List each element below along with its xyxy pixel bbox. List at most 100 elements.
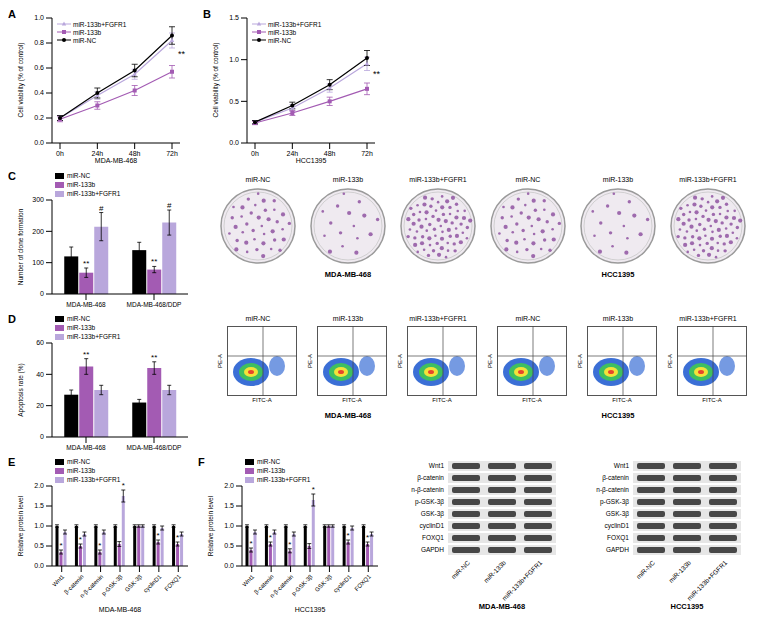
html-text:MDA-MB-468: MDA-MB-468 <box>324 270 372 279</box>
svg-text:2.0: 2.0 <box>224 482 234 489</box>
svg-text:GSK-3β: GSK-3β <box>124 573 144 593</box>
svg-text:1.0: 1.0 <box>229 56 239 63</box>
svg-text:cyclinD1: cyclinD1 <box>142 573 163 594</box>
svg-text:0.5: 0.5 <box>34 542 44 549</box>
svg-text:*: * <box>122 481 125 490</box>
svg-text:**: ** <box>83 350 89 359</box>
svg-text:100: 100 <box>32 259 44 266</box>
html-text:Number of clone formation: Number of clone formation <box>16 208 24 286</box>
html-text:Cell viability (% of control): Cell viability (% of control) <box>16 42 24 118</box>
html-text:Apoptosis rate (%): Apoptosis rate (%) <box>16 363 24 417</box>
html-text:miR-133b+FGFR1: miR-133b+FGFR1 <box>685 559 728 602</box>
html-text:Cell viability (% of control): Cell viability (% of control) <box>211 42 219 118</box>
html-text:miR-NC: miR-NC <box>449 559 471 581</box>
svg-text:**: ** <box>83 259 89 268</box>
svg-text:p-GSK-3β: p-GSK-3β <box>101 573 125 597</box>
svg-text:48h: 48h <box>324 150 336 157</box>
svg-text:MDA-MB-468: MDA-MB-468 <box>66 444 106 451</box>
svg-text:0.5: 0.5 <box>224 542 234 549</box>
svg-text:1.0: 1.0 <box>34 522 44 529</box>
svg-text:1.0: 1.0 <box>224 522 234 529</box>
svg-text:2.0: 2.0 <box>34 482 44 489</box>
svg-text:*: * <box>176 533 179 542</box>
html-text:HCC1395: HCC1395 <box>670 602 704 611</box>
svg-text:GSK-3β: GSK-3β <box>314 573 334 593</box>
svg-text:*: * <box>366 533 369 542</box>
html-text:miR-NC: miR-NC <box>268 36 292 44</box>
html-text:miR-133b+FGFR1: miR-133b+FGFR1 <box>268 20 322 28</box>
svg-text:1.5: 1.5 <box>229 14 239 21</box>
svg-text:200: 200 <box>32 228 44 235</box>
svg-text:β-catenin: β-catenin <box>63 573 85 596</box>
html-text:C: C <box>8 170 16 182</box>
svg-text:**: ** <box>178 49 186 59</box>
html-text:D: D <box>8 313 16 325</box>
svg-text:p-GSK-3β: p-GSK-3β <box>291 573 315 597</box>
svg-text:*: * <box>59 541 62 550</box>
html-text:miR-133b: miR-133b <box>268 28 297 36</box>
svg-text:FOXQ1: FOXQ1 <box>163 573 182 592</box>
svg-text:*: * <box>288 540 291 549</box>
svg-text:β-catenin: β-catenin <box>253 573 275 596</box>
html-text:miR-133b: miR-133b <box>73 28 102 36</box>
html-text:miR-133b: miR-133b <box>667 559 692 584</box>
svg-text:72h: 72h <box>166 150 178 157</box>
html-text:miR-NC: miR-NC <box>73 36 97 44</box>
svg-text:**: ** <box>151 353 157 362</box>
html-text:miR-NC: miR-NC <box>634 559 656 581</box>
svg-text:0.0: 0.0 <box>34 139 44 146</box>
svg-text:*: * <box>98 541 101 550</box>
svg-text:*: * <box>347 531 350 540</box>
svg-text:0.0: 0.0 <box>224 562 234 569</box>
svg-text:1.5: 1.5 <box>224 502 234 509</box>
svg-text:*: * <box>79 535 82 544</box>
html-text:MDA-MB-468: MDA-MB-468 <box>478 602 526 611</box>
svg-text:#: # <box>99 204 104 213</box>
svg-text:*: * <box>157 531 160 540</box>
svg-text:1.0: 1.0 <box>34 14 44 21</box>
html-text:HCC1395: HCC1395 <box>601 411 635 420</box>
svg-text:0h: 0h <box>251 150 259 157</box>
svg-text:Wnt1: Wnt1 <box>51 573 66 588</box>
svg-text:0.6: 0.6 <box>34 64 44 71</box>
svg-text:FOXQ1: FOXQ1 <box>353 573 372 592</box>
svg-text:#: # <box>167 201 172 210</box>
html-text:MDA-MB-468: MDA-MB-468 <box>324 411 372 420</box>
svg-text:60: 60 <box>36 339 44 346</box>
svg-text:20: 20 <box>36 402 44 409</box>
svg-text:0.2: 0.2 <box>34 114 44 121</box>
svg-text:*: * <box>269 533 272 542</box>
svg-text:MDA-MB-468/DDP: MDA-MB-468/DDP <box>127 444 182 451</box>
svg-text:0.0: 0.0 <box>229 139 239 146</box>
svg-text:**: ** <box>373 69 381 79</box>
svg-text:Wnt1: Wnt1 <box>241 573 256 588</box>
svg-text:0: 0 <box>40 290 44 297</box>
svg-text:0.4: 0.4 <box>34 89 44 96</box>
svg-text:40: 40 <box>36 371 44 378</box>
svg-text:**: ** <box>151 257 157 266</box>
html-text:A: A <box>8 8 16 20</box>
svg-text:MDA-MB-468/DDP: MDA-MB-468/DDP <box>127 301 182 308</box>
svg-text:0.5: 0.5 <box>229 98 239 105</box>
svg-text:MDA-MB-468: MDA-MB-468 <box>66 301 106 308</box>
svg-text:n-β-catenin: n-β-catenin <box>79 573 105 599</box>
svg-text:24h: 24h <box>286 150 298 157</box>
svg-text:*: * <box>312 485 315 494</box>
html-text:miR-133b+FGFR1: miR-133b+FGFR1 <box>73 20 127 28</box>
svg-text:0: 0 <box>40 433 44 440</box>
html-text:miR-133b+FGFR1: miR-133b+FGFR1 <box>500 559 543 602</box>
svg-text:48h: 48h <box>129 150 141 157</box>
svg-text:72h: 72h <box>361 150 373 157</box>
svg-text:300: 300 <box>32 196 44 203</box>
html-text:B: B <box>203 8 211 20</box>
svg-text:1.5: 1.5 <box>34 502 44 509</box>
svg-text:0.0: 0.0 <box>34 562 44 569</box>
svg-text:*: * <box>249 539 252 548</box>
html-text:miR-133b: miR-133b <box>482 559 507 584</box>
html-text:HCC1395: HCC1395 <box>601 270 635 279</box>
svg-text:cyclinD1: cyclinD1 <box>332 573 353 594</box>
svg-text:0.8: 0.8 <box>34 39 44 46</box>
svg-text:n-β-catenin: n-β-catenin <box>269 573 295 599</box>
svg-text:24h: 24h <box>91 150 103 157</box>
svg-text:0h: 0h <box>56 150 64 157</box>
